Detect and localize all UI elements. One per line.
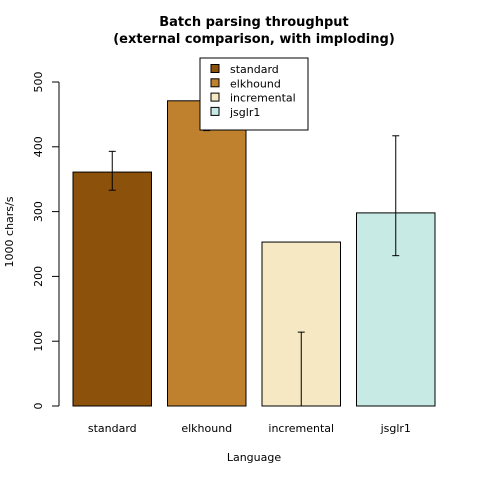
y-tick-label: 100 bbox=[32, 331, 45, 352]
x-tick-label: elkhound bbox=[181, 422, 232, 435]
y-axis-label: 1000 chars/s bbox=[3, 196, 16, 267]
legend-label: elkhound bbox=[230, 77, 281, 90]
bars bbox=[72, 100, 436, 407]
error-bars bbox=[108, 62, 400, 407]
x-axis-label: Language bbox=[227, 451, 282, 464]
legend-swatch bbox=[210, 92, 220, 102]
legend-label: jsglr1 bbox=[229, 106, 260, 119]
legend-label: incremental bbox=[230, 92, 296, 105]
legend-label: standard bbox=[230, 63, 279, 76]
chart-title-line-2: (external comparison, with imploding) bbox=[113, 32, 395, 47]
x-tick-label: standard bbox=[88, 422, 137, 435]
x-tick-label: jsglr1 bbox=[380, 422, 411, 435]
bar-standard bbox=[72, 171, 152, 407]
y-tick-label: 0 bbox=[32, 403, 45, 410]
x-tick-label: incremental bbox=[268, 422, 334, 435]
y-tick-label: 300 bbox=[32, 201, 45, 222]
chart-title-line-1: Batch parsing throughput bbox=[159, 15, 349, 30]
legend-swatch bbox=[210, 64, 220, 73]
legend-swatch bbox=[210, 106, 220, 116]
legend-swatch bbox=[210, 78, 220, 88]
bar-elkhound bbox=[167, 100, 247, 407]
x-tick-labels: standard elkhound incremental jsglr1 bbox=[88, 422, 411, 435]
y-tick-label: 200 bbox=[32, 266, 45, 287]
y-axis: 0 100 200 300 400 500 bbox=[32, 72, 60, 410]
y-tick-label: 400 bbox=[32, 136, 45, 157]
y-tick-label: 500 bbox=[32, 72, 45, 93]
